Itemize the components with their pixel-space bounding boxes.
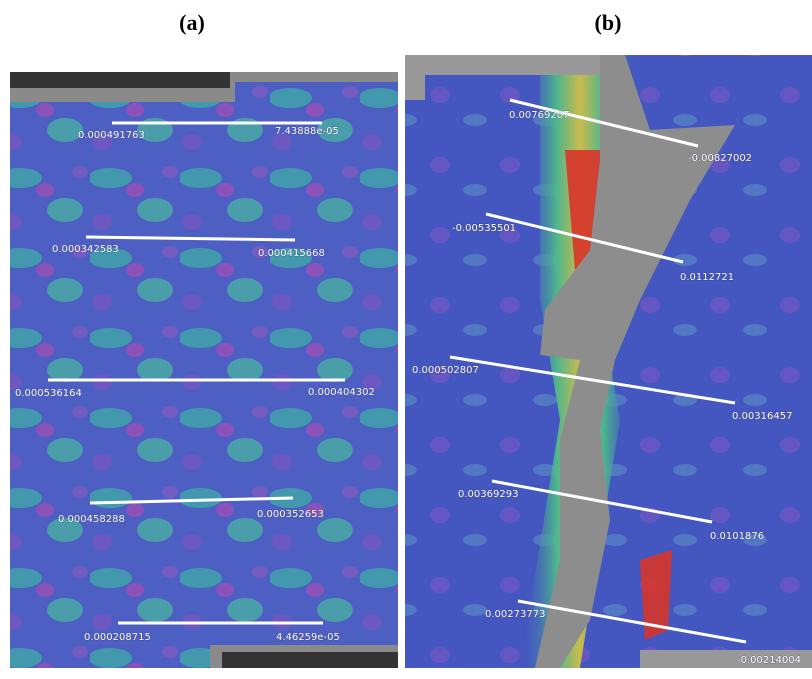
start-value: 0.000208715 (84, 632, 151, 643)
start-value: 0.000536164 (15, 388, 82, 399)
end-value: 0.00316457 (732, 411, 792, 422)
start-value: -0.00535501 (452, 223, 516, 234)
end-value: 0.000352653 (257, 509, 324, 520)
panel-label: (b) (595, 10, 622, 35)
end-value: -0.00214004 (737, 655, 801, 666)
end-value: 7.43888e-05 (275, 126, 339, 137)
end-value: 4.46259e-05 (276, 632, 340, 643)
clamp (10, 72, 230, 88)
panel-label: (a) (179, 10, 205, 35)
panel-a: (a) (10, 10, 398, 668)
strain-image (10, 72, 398, 668)
end-value: 0.0101876 (710, 531, 764, 542)
start-value: 0.000502807 (412, 365, 479, 376)
start-value: 0.000458288 (58, 514, 125, 525)
end-value: 0.0112721 (680, 272, 734, 283)
start-value: 0.000491763 (78, 130, 145, 141)
start-value: 0.00369293 (458, 489, 518, 500)
start-value: 0.00769207 (509, 110, 569, 121)
figure: (a) (b) 0.000491763 7.43888e-05 0.000342… (0, 0, 812, 679)
start-value: 0.000342583 (52, 244, 119, 255)
clamp (215, 650, 398, 668)
end-value: 0.000404302 (308, 387, 375, 398)
start-value: 0.00273773 (485, 609, 545, 620)
panel-b: (b) (405, 10, 812, 668)
end-value: 0.000415668 (258, 248, 325, 259)
end-value: -0.00827002 (688, 153, 752, 164)
